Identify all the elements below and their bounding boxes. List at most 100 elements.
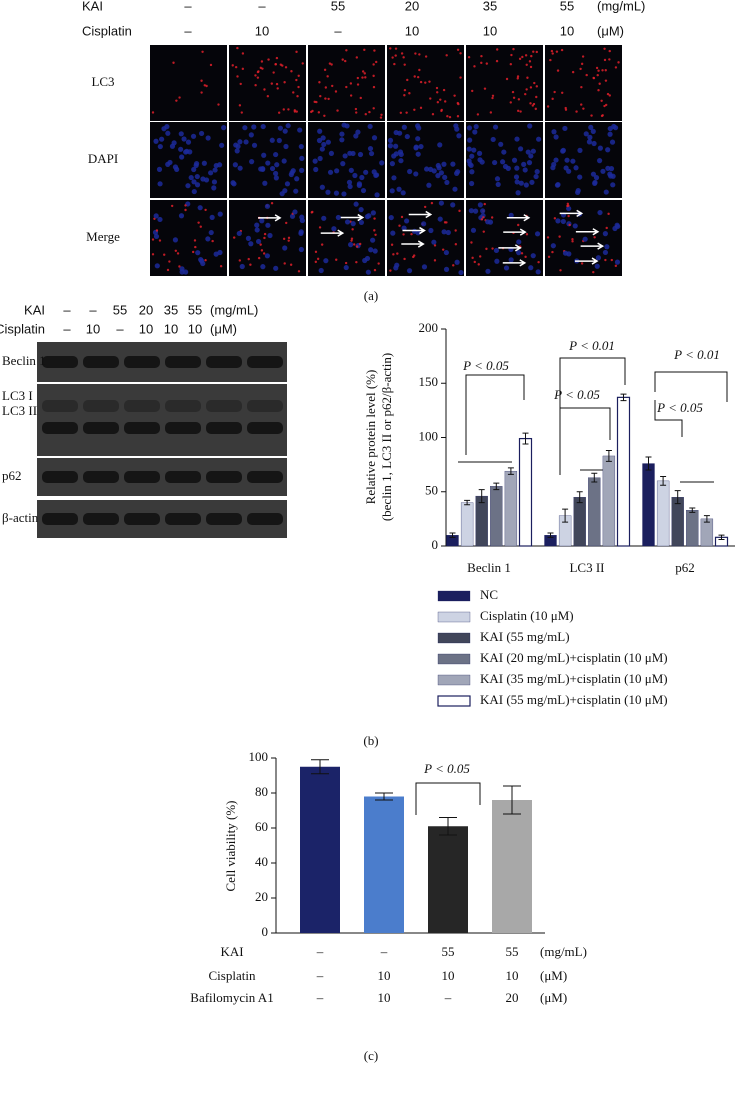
stain bbox=[297, 270, 301, 273]
stain bbox=[468, 208, 474, 214]
stain bbox=[485, 247, 488, 251]
stain bbox=[336, 109, 339, 112]
stain bbox=[287, 239, 290, 242]
stain bbox=[241, 52, 245, 55]
stain bbox=[415, 151, 421, 157]
stain bbox=[237, 165, 243, 171]
stain bbox=[530, 253, 536, 259]
stain bbox=[233, 142, 239, 148]
condition-label: KAI bbox=[82, 0, 103, 13]
error-bar bbox=[576, 491, 583, 504]
blot-band bbox=[206, 513, 242, 525]
condition-value: 20 bbox=[405, 0, 419, 13]
stain bbox=[456, 101, 460, 105]
stain bbox=[372, 107, 375, 110]
stain bbox=[172, 61, 175, 64]
stain bbox=[418, 68, 421, 72]
stain bbox=[514, 179, 520, 185]
stain bbox=[579, 67, 582, 71]
stain bbox=[598, 82, 601, 85]
stain bbox=[516, 109, 520, 113]
stain bbox=[458, 269, 464, 276]
stain bbox=[418, 143, 424, 150]
stain bbox=[209, 214, 215, 220]
stain bbox=[524, 255, 527, 259]
stain bbox=[518, 180, 524, 186]
stain bbox=[450, 161, 456, 167]
stain bbox=[530, 54, 533, 58]
stain bbox=[415, 136, 421, 142]
stain bbox=[529, 179, 535, 185]
stain bbox=[174, 249, 178, 252]
error-bar bbox=[507, 467, 514, 475]
stain bbox=[234, 148, 240, 154]
stain bbox=[346, 179, 353, 185]
stain bbox=[356, 76, 360, 80]
stain bbox=[359, 96, 362, 100]
stain bbox=[194, 245, 197, 249]
stain bbox=[263, 88, 266, 91]
condition-unit: (mg/mL) bbox=[597, 0, 645, 13]
stain bbox=[185, 183, 191, 189]
error-bar bbox=[605, 450, 612, 462]
stain bbox=[380, 113, 383, 117]
blot-label: β-actin bbox=[2, 510, 39, 525]
error-bar bbox=[689, 507, 696, 513]
stain bbox=[482, 230, 485, 233]
stain bbox=[276, 137, 282, 144]
stain bbox=[184, 208, 187, 212]
stain bbox=[405, 111, 408, 114]
stain bbox=[298, 230, 304, 236]
stain bbox=[298, 143, 304, 150]
stain bbox=[535, 50, 538, 54]
stain bbox=[331, 226, 337, 232]
stain bbox=[319, 184, 325, 190]
stain bbox=[388, 214, 394, 221]
y-axis-label: Relative protein level (%) bbox=[363, 370, 378, 505]
stain bbox=[151, 238, 155, 241]
stain bbox=[429, 97, 432, 100]
stain bbox=[209, 63, 213, 67]
stain bbox=[350, 150, 356, 157]
stain bbox=[178, 213, 185, 219]
stain bbox=[525, 149, 531, 155]
y-tick-label: 40 bbox=[255, 854, 268, 869]
condition-value: 20 bbox=[139, 302, 153, 317]
stain bbox=[560, 147, 566, 153]
stain bbox=[511, 157, 518, 163]
blot-band bbox=[42, 471, 78, 483]
stain bbox=[400, 215, 404, 219]
stain bbox=[591, 140, 597, 147]
stain bbox=[314, 260, 318, 264]
stain bbox=[466, 125, 473, 131]
stain bbox=[593, 175, 600, 181]
stain bbox=[571, 238, 574, 241]
stain bbox=[516, 75, 520, 78]
bracket bbox=[654, 371, 728, 483]
stain bbox=[184, 148, 190, 154]
condition-value: – bbox=[316, 990, 324, 1005]
stain bbox=[373, 172, 380, 178]
stain bbox=[251, 124, 257, 130]
stain bbox=[597, 209, 603, 216]
bracket bbox=[415, 782, 481, 815]
stain bbox=[487, 219, 494, 225]
stain bbox=[320, 135, 326, 141]
stain bbox=[555, 218, 561, 224]
stain bbox=[485, 268, 491, 274]
stain bbox=[389, 161, 395, 167]
condition-value: 10 bbox=[378, 990, 391, 1005]
stain bbox=[493, 247, 500, 254]
stain bbox=[610, 258, 613, 262]
blot-band bbox=[165, 422, 201, 434]
stain bbox=[325, 139, 331, 145]
stain bbox=[570, 158, 576, 164]
stain bbox=[256, 76, 260, 79]
error-bar bbox=[503, 785, 521, 815]
stain bbox=[577, 174, 583, 180]
stain bbox=[245, 235, 252, 241]
stain bbox=[156, 166, 163, 172]
stain bbox=[191, 179, 197, 185]
stain bbox=[573, 165, 579, 171]
stain bbox=[485, 62, 489, 65]
